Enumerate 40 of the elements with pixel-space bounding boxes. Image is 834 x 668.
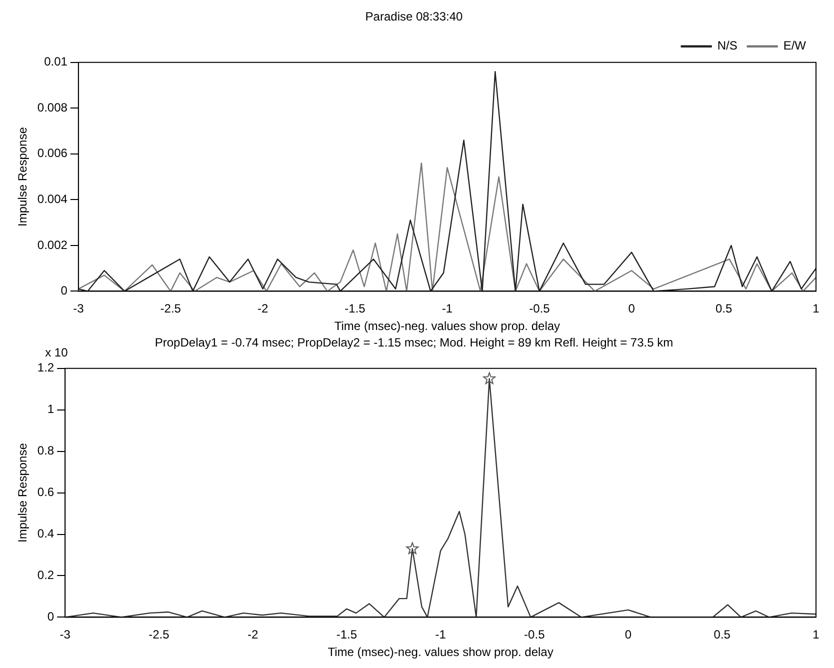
x-tick-label: -1.5: [336, 628, 358, 642]
x-tick-label: -2: [247, 628, 258, 642]
legend-label: N/S: [717, 38, 738, 53]
y-tick-label: 0.6: [37, 485, 54, 500]
y-tick-label: 0.004: [37, 192, 68, 206]
x-tick-label: -2: [257, 302, 268, 316]
y-tick-label: 0.2: [37, 568, 54, 582]
x-tick-label: -0.5: [529, 302, 550, 316]
y-tick-label: 1.2: [37, 360, 54, 375]
x-tick-label: 0.5: [714, 628, 731, 642]
x-tick-label: -3: [73, 302, 84, 316]
y-tick-label: 0.008: [37, 100, 68, 114]
chart-title: Paradise 08:33:40: [365, 10, 464, 24]
y-tick-label: 0.8: [37, 444, 54, 458]
y-axis-title: Impulse Response: [16, 442, 30, 542]
y-tick-label: 0.4: [37, 526, 54, 541]
x-tick-label: -1: [435, 628, 446, 642]
x-tick-label: -2.5: [148, 628, 170, 642]
text: x 10: [45, 346, 68, 360]
y-axis-title: Impulse Response: [16, 126, 30, 226]
y-tick-label: 1: [47, 402, 54, 416]
y-tick-label: 0: [60, 284, 68, 298]
legend-label: E/W: [783, 38, 807, 53]
x-tick-label: -3: [60, 628, 71, 642]
x-tick-label: -2.5: [160, 302, 182, 316]
chart-title: PropDelay1 = -0.74 msec; PropDelay2 = -1.15 msec; Mod. Height = 89 km Refl. Height = 73.5 km: [154, 336, 674, 350]
y-tick-label: 0.01: [44, 54, 68, 69]
x-tick-label: -1: [442, 302, 453, 316]
x-axis-title: Time (msec)-neg. values show prop. delay: [328, 645, 554, 660]
y-tick-label: 0.006: [37, 146, 68, 160]
y-tick-label: 0: [47, 610, 54, 624]
x-tick-label: -1.5: [344, 302, 366, 316]
x-tick-label: 1: [812, 302, 820, 316]
x-tick-label: 0: [628, 302, 636, 316]
x-axis-title: Time (msec)-neg. values show prop. delay: [334, 319, 560, 334]
x-tick-label: -0.5: [524, 628, 546, 642]
x-tick-label: 1: [812, 628, 820, 642]
x-tick-label: 0: [624, 628, 632, 642]
y-tick-label: 0.002: [37, 238, 68, 252]
x-tick-label: 0.5: [715, 302, 732, 316]
